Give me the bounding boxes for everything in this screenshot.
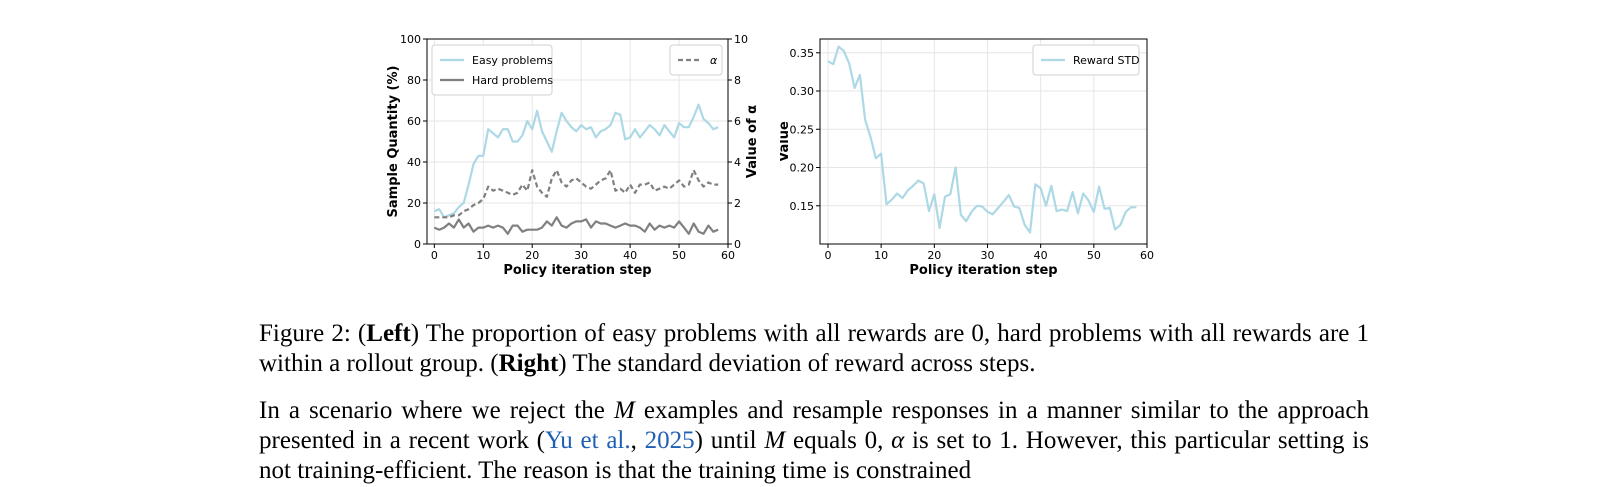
figure-2: 0 10 20 30 40 50 60 0 20 40 60 80 100 0 2 4 6 8 10 Policy i… [386,33,1154,278]
y2-tick-label: 4 [734,156,741,169]
legend-box [431,44,553,96]
x-tick-label: 30 [980,249,994,262]
right-chart: 0 10 20 30 40 50 60 0.15 0.20 0.25 0.30 0.35 Policy … [780,38,1154,278]
x-tick-label: 50 [672,249,686,262]
x-axis-label: Policy iteration step [909,263,1057,278]
y-tick-label: 0.30 [790,85,815,98]
plot-frame [819,38,1148,245]
x-tick-label: 40 [623,249,637,262]
y-axis-label: Sample Quantity (%) [386,66,401,218]
x-tick-label: 30 [574,249,588,262]
y-tick-label: 0.15 [790,200,815,213]
y2-axis-label: Value of α [745,105,760,178]
y-tick-label: 0 [414,238,421,251]
x-tick-label: 50 [1087,249,1101,262]
x-tick-label: 40 [1034,249,1048,262]
legend-label: Easy problems [472,54,553,67]
y-tick-label: 20 [407,197,421,210]
y2-tick-label: 0 [734,238,741,251]
math-m-2: M [764,427,786,454]
x-tick-label: 10 [874,249,888,262]
caption-part2: ) The standard deviation of reward acros… [558,350,1036,377]
y2-tick-label: 10 [734,33,748,46]
legend-label: Reward STD [1073,54,1140,67]
para-text-6: is set to 1. However, this particular se… [259,427,1369,484]
citation-author-link[interactable]: Yu et al. [544,427,631,454]
y2-tick-label: 2 [734,197,741,210]
para-text-4: ) until [694,427,765,454]
caption-part1: ) The proportion of easy problems with a… [259,320,1369,377]
y-tick-label: 0.25 [790,123,815,136]
para-text-5: equals 0, [785,427,892,454]
legend-label: Hard problems [472,74,553,87]
y-tick-label: 0.20 [790,162,815,175]
series-line-easy-problems [433,103,719,219]
plot-frame [426,38,729,245]
y-tick-label: 100 [400,33,421,46]
citation-year-link[interactable]: 2025 [644,427,695,454]
y-tick-label: 40 [407,156,421,169]
figure-caption: Figure 2: (Left) The proportion of easy … [259,319,1369,379]
x-tick-label: 60 [1140,249,1154,262]
body-paragraph: In a scenario where we reject the M exam… [259,396,1369,486]
caption-prefix: Figure 2: ( [259,320,367,347]
legend-box [1032,44,1140,76]
para-text-2: examples and resample responses in a man… [259,397,1369,454]
y-tick-label: 80 [407,74,421,87]
math-alpha: α [891,427,905,454]
math-m-1: M [613,397,635,424]
y2-tick-label: 8 [734,74,741,87]
caption-right-label: Right [498,350,559,377]
x-tick-label: 10 [476,249,490,262]
x-tick-label: 20 [525,249,539,262]
series-line- [434,169,719,219]
x-tick-label: 0 [431,249,438,262]
x-tick-label: 0 [824,249,831,262]
y-axis-label: Value [780,121,792,162]
y-tick-label: 0.35 [790,47,815,60]
para-text-1: In a scenario where we reject the [259,397,614,424]
series-line-reward-std [827,45,1137,234]
para-text-3: , [630,427,645,454]
y2-tick-label: 6 [734,115,741,128]
legend-label: α [710,54,718,67]
x-axis-label: Policy iteration step [503,263,651,278]
caption-left-label: Left [366,320,411,347]
y-tick-label: 60 [407,115,421,128]
x-tick-label: 20 [927,249,941,262]
series-line-hard-problems [433,216,719,235]
x-tick-label: 60 [721,249,735,262]
